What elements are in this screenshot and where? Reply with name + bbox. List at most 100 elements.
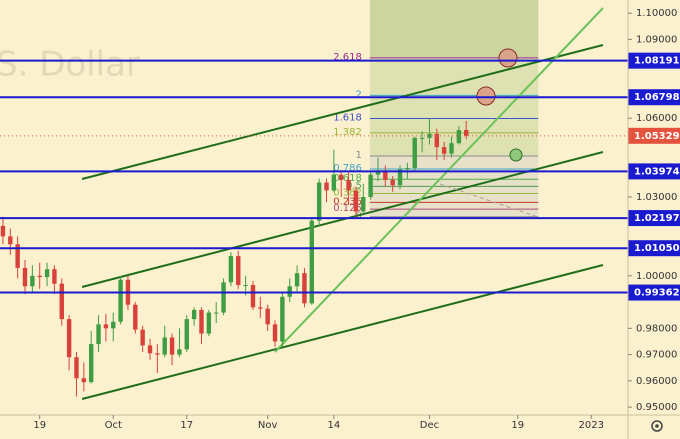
target-circle xyxy=(476,86,496,106)
fib-label: 1.382 xyxy=(333,127,362,138)
candle-body xyxy=(258,307,263,309)
candle-body xyxy=(177,349,182,355)
candle-body xyxy=(441,147,447,154)
fib-label: 0.5 xyxy=(346,180,362,191)
level-box xyxy=(628,89,680,106)
candle-body xyxy=(199,309,204,334)
x-tick-label: 14 xyxy=(327,420,340,431)
last-price-label: 1.05329 xyxy=(634,131,680,142)
x-tick-label: Nov xyxy=(258,420,278,431)
level-label: 0.99362 xyxy=(634,288,680,299)
fib-label: 0.382 xyxy=(333,188,362,199)
candle-body xyxy=(272,324,278,342)
y-tick-label: 1.06000 xyxy=(636,113,677,124)
candles xyxy=(0,118,469,397)
level-label: 1.06798 xyxy=(634,92,680,103)
channel-line xyxy=(81,151,604,288)
candle-body xyxy=(52,269,57,284)
candle-body xyxy=(162,337,167,355)
fib-label: 1.618 xyxy=(333,113,362,124)
candle-body xyxy=(346,179,351,191)
candle-body xyxy=(361,196,366,212)
y-tick-label: 1.03000 xyxy=(636,192,677,203)
candle-body xyxy=(383,170,388,180)
fib-label: 1 xyxy=(356,150,362,161)
candle-body xyxy=(22,267,28,287)
candle-body xyxy=(243,284,248,286)
candle-body xyxy=(44,269,50,278)
candle-body xyxy=(236,256,241,285)
candle-body xyxy=(250,284,256,308)
candle-body xyxy=(59,283,64,320)
fib-top-zone xyxy=(369,0,539,58)
candle-body xyxy=(427,133,432,138)
candle-body xyxy=(456,130,462,144)
candle-body xyxy=(37,275,42,278)
candle-body xyxy=(280,296,285,342)
y-tick-label: 1.10000 xyxy=(636,8,677,19)
level-box xyxy=(628,210,680,227)
x-tick-label: 2023 xyxy=(579,420,604,431)
candle-body xyxy=(412,137,417,169)
candle-body xyxy=(140,329,145,346)
candle-body xyxy=(405,168,410,170)
candle-body xyxy=(324,182,329,191)
x-tick-label: 19 xyxy=(33,420,46,431)
candle-body xyxy=(206,312,212,334)
target-circle xyxy=(498,48,518,68)
candle-body xyxy=(434,133,440,148)
channel-line xyxy=(81,264,604,400)
level-label: 1.01050 xyxy=(634,243,680,254)
drawings xyxy=(81,7,604,400)
y-tick-label: 1.09000 xyxy=(636,34,677,45)
candle-body xyxy=(213,312,219,314)
candle-body xyxy=(419,137,425,139)
candle-body xyxy=(368,174,373,197)
projection-line xyxy=(439,183,539,218)
fib-label: 2.618 xyxy=(333,52,362,63)
x-tick-label: Oct xyxy=(105,420,122,431)
candle-body xyxy=(111,321,116,329)
fib-label: 0.618 xyxy=(333,173,362,184)
candle-body xyxy=(265,308,270,325)
fib-label: 0.125 xyxy=(333,203,362,214)
level-label: 1.08191 xyxy=(634,56,680,67)
levels: 1.05329 1.08191 1.06798 1.03974 1.02197 1.010… xyxy=(0,52,680,301)
candle-body xyxy=(8,236,13,245)
candle-body xyxy=(191,309,197,320)
candle-body xyxy=(228,256,234,283)
candle-body xyxy=(133,304,138,330)
fib-upper-zone xyxy=(369,0,539,157)
candle-body xyxy=(449,143,454,154)
x-tick-label: 17 xyxy=(180,420,193,431)
y-tick-label: 0.97000 xyxy=(636,350,677,361)
settings-icon[interactable] xyxy=(651,420,663,432)
fib-label: 0.786 xyxy=(333,163,362,174)
level-label: 1.03974 xyxy=(634,166,680,177)
fib-label: 0.236 xyxy=(333,196,362,207)
candle-body xyxy=(331,174,337,191)
candle-body xyxy=(390,179,395,186)
x-tick-label: Dec xyxy=(420,420,439,431)
fib-label: 2 xyxy=(356,89,362,100)
x-tick-label: 19 xyxy=(511,420,524,431)
candle-body xyxy=(30,275,35,287)
candle-body xyxy=(103,324,109,329)
candle-body xyxy=(302,273,307,304)
candle-body xyxy=(155,353,160,355)
candle-body xyxy=(184,319,189,350)
level-box xyxy=(628,52,680,69)
candle-body xyxy=(147,345,153,354)
channel-line xyxy=(81,44,604,180)
candle-body xyxy=(66,319,72,358)
level-box xyxy=(628,284,680,301)
y-tick-label: 1.00000 xyxy=(636,271,677,282)
candle-body xyxy=(221,282,226,313)
candle-body xyxy=(15,244,20,268)
y-tick-label: 0.96000 xyxy=(636,376,677,387)
y-tick-label: 0.95000 xyxy=(636,402,677,413)
trend-line xyxy=(274,7,604,353)
candle-body xyxy=(74,357,79,379)
